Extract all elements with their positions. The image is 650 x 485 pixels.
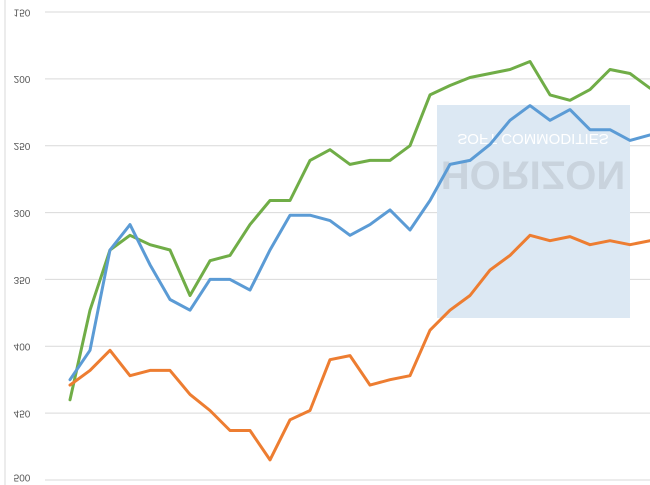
series-line (68, 60, 650, 402)
watermark-box (437, 105, 630, 318)
watermark: SOFT COMMODITIES HORIZON (437, 105, 630, 318)
series-line (68, 233, 650, 462)
watermark-subtitle: SOFT COMMODITIES (457, 130, 608, 147)
y-tick-label: 450 (14, 408, 31, 419)
y-tick-label: 250 (14, 140, 31, 151)
series-line (68, 104, 650, 382)
y-tick-label: 500 (14, 471, 31, 482)
y-tick-label: 350 (14, 274, 31, 285)
y-tick-label: 150 (14, 6, 31, 17)
y-tick-label: 400 (14, 341, 31, 352)
watermark-title: HORIZON (441, 152, 625, 196)
y-tick-label: 200 (14, 73, 31, 84)
y-tick-label: 300 (14, 207, 31, 218)
